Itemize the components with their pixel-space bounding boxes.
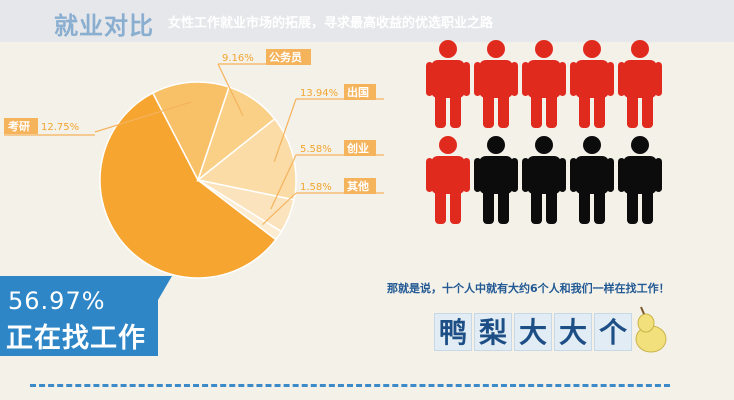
- pie-chart: [99, 81, 297, 279]
- page-title: 就业对比: [54, 12, 154, 40]
- pie-slice-6: [197, 179, 283, 241]
- person-icon-6: [426, 136, 470, 224]
- char-tile-5: 个: [594, 313, 632, 351]
- callout-5: 1.58% 其他: [262, 178, 384, 225]
- callout-percent: 12.75%: [41, 122, 79, 133]
- person-icon-10: [618, 136, 662, 224]
- char-tile-3: 大: [514, 313, 552, 351]
- person-icon-2: [474, 40, 518, 128]
- callout-1: 考研 12.75%: [4, 101, 193, 136]
- highlight-percent: 56.97%: [8, 287, 106, 315]
- char-tile-1: 鸭: [434, 313, 472, 351]
- person-icon-8: [522, 136, 566, 224]
- callout-name: 其他: [347, 179, 369, 193]
- callout-3: 13.94% 出国: [273, 84, 384, 162]
- person-icon-9: [570, 136, 614, 224]
- people-pictogram: [426, 40, 667, 353]
- callout-name: 创业: [346, 141, 369, 155]
- callout-percent: 9.16%: [222, 53, 254, 64]
- pear-icon: [635, 306, 667, 353]
- callout-2: 9.16% 公务员: [217, 49, 311, 117]
- char-tile-2: 梨: [474, 313, 512, 351]
- person-icon-3: [522, 40, 566, 128]
- header-bar: 就业对比 女性工作就业市场的拓展，寻求最高收益的优选职业之路: [0, 0, 734, 42]
- highlight-box: [0, 276, 158, 356]
- page-subtitle: 女性工作就业市场的拓展，寻求最高收益的优选职业之路: [168, 16, 494, 31]
- person-icon-7: [474, 136, 518, 224]
- pie-slice-2: [151, 81, 231, 182]
- callout-4: 5.58% 创业: [270, 140, 384, 210]
- highlight-label: 正在找工作: [6, 323, 146, 354]
- callout-percent: 1.58%: [300, 182, 332, 193]
- highlight-pointer: [158, 276, 172, 300]
- callout-percent: 13.94%: [300, 88, 338, 99]
- pie-slice-1: [99, 92, 277, 279]
- pie-callouts: 考研 12.75% 9.16% 公务员 13.94% 出国 5.58% 创业 1.58% 其他: [4, 49, 384, 300]
- person-icon-5: [618, 40, 662, 128]
- person-icon-4: [570, 40, 614, 128]
- people-note: 那就是说，十个人中就有大约6个人和我们一样在找工作！: [387, 282, 670, 295]
- callout-name: 考研: [8, 119, 30, 133]
- callout-name: 出国: [347, 85, 369, 99]
- person-icon-1: [426, 40, 470, 128]
- char-tile-4: 大: [554, 313, 592, 351]
- pie-slice-4: [196, 117, 297, 201]
- callout-percent: 5.58%: [300, 144, 332, 155]
- dashed-divider: [30, 384, 670, 387]
- callout-name: 公务员: [269, 50, 302, 64]
